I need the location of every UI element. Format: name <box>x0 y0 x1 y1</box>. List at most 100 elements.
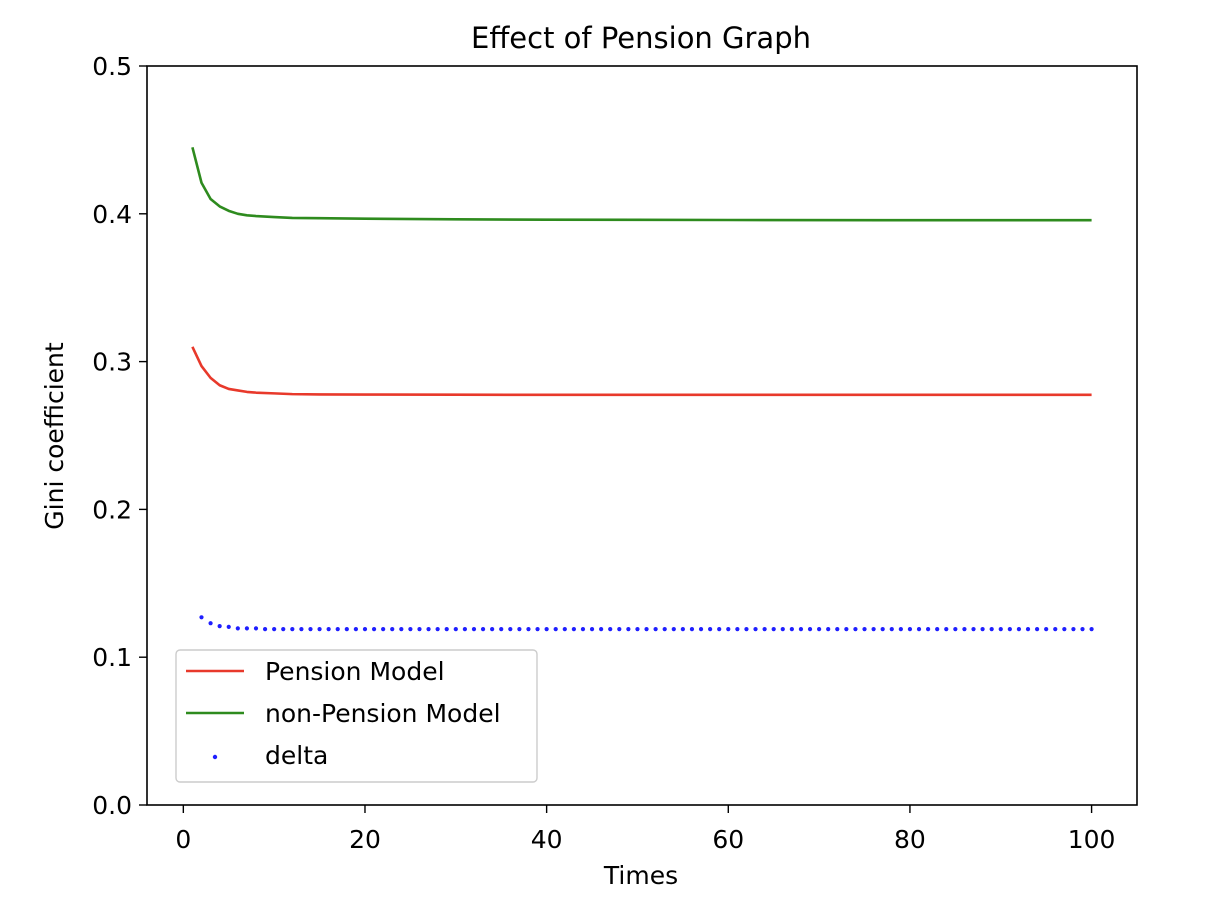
series-point-delta <box>399 627 404 632</box>
series-point-delta <box>898 627 903 632</box>
series-point-delta <box>471 627 477 632</box>
series-line-pension-model <box>191 346 1092 397</box>
chart-title: Effect of Pension Graph <box>471 21 811 55</box>
series-point-delta <box>490 627 495 632</box>
y-axis-title: Gini coefficient <box>40 342 69 530</box>
series-point-delta <box>998 627 1003 632</box>
series-point-delta <box>499 627 504 632</box>
series-point-delta <box>1053 627 1058 632</box>
series-point-delta <box>508 627 513 632</box>
plot-frame <box>146 65 1138 806</box>
series-point-delta <box>980 627 985 632</box>
series-point-delta <box>944 627 949 632</box>
series-point-delta <box>262 627 268 632</box>
series-point-delta <box>371 627 377 632</box>
series-line-non-pension-model <box>191 146 1092 222</box>
series-point-delta <box>417 627 422 632</box>
series-point-delta <box>989 627 994 632</box>
series-point-delta <box>453 627 458 632</box>
series-point-delta <box>953 627 958 632</box>
series-point-delta <box>526 627 531 632</box>
series-point-delta <box>308 627 313 632</box>
series-point-delta <box>1089 627 1094 632</box>
series-point-delta <box>544 627 549 632</box>
x-axis-title: Times <box>603 861 678 890</box>
x-tick-label: 0 <box>175 825 191 854</box>
series-point-delta <box>335 627 340 632</box>
legend-label-pension-model: Pension Model <box>265 657 445 686</box>
y-axis: 0.0 0.1 0.2 0.3 0.4 0.5 <box>92 52 147 820</box>
series-point-delta <box>1071 627 1076 632</box>
series-point-delta <box>344 627 349 632</box>
series-point-delta <box>381 627 386 632</box>
series-point-delta <box>281 627 286 632</box>
series-point-delta <box>253 626 259 631</box>
series-point-delta <box>217 624 222 629</box>
series-point-delta <box>671 627 676 632</box>
series-point-delta <box>599 627 604 632</box>
series-point-delta <box>789 627 794 632</box>
y-tick-label: 0.2 <box>92 495 132 524</box>
series-point-delta <box>1080 627 1085 632</box>
series-point-delta <box>408 627 413 632</box>
x-tick-label: 60 <box>712 825 744 854</box>
series-point-delta <box>1044 627 1049 632</box>
series-point-delta <box>871 627 876 632</box>
y-tick-label: 0.5 <box>92 52 132 81</box>
series-point-delta <box>517 627 522 632</box>
series-point-delta <box>680 627 685 632</box>
legend: Pension Model non-Pension Model delta <box>175 649 538 783</box>
series-point-delta <box>1016 627 1022 632</box>
series-point-delta <box>880 627 885 632</box>
series-point-delta <box>235 626 240 631</box>
series-point-delta <box>353 627 358 632</box>
series-point-delta <box>853 627 858 632</box>
series-point-delta <box>444 627 449 632</box>
series-point-delta <box>1007 627 1012 632</box>
series-point-delta <box>644 627 649 632</box>
series-point-delta <box>798 627 804 632</box>
legend-label-non-pension-model: non-Pension Model <box>265 699 501 728</box>
series-point-delta <box>562 627 567 632</box>
plot-area <box>191 146 1094 632</box>
y-tick-label: 0.3 <box>92 348 132 377</box>
x-axis: 0 20 40 60 80 100 <box>175 805 1115 854</box>
series-point-delta <box>826 627 831 632</box>
series-point-delta <box>762 627 767 632</box>
series-point-delta <box>1034 627 1040 632</box>
series-point-delta <box>662 627 667 632</box>
series-point-delta <box>916 627 922 632</box>
series-point-delta <box>780 627 785 632</box>
series-point-delta <box>553 627 558 632</box>
series-point-delta <box>317 627 322 632</box>
series-point-delta <box>771 627 776 632</box>
series-point-delta <box>226 624 231 630</box>
series-point-delta <box>844 627 849 632</box>
y-tick-label: 0.1 <box>92 643 132 672</box>
x-tick-label: 40 <box>531 825 563 854</box>
x-tick-label: 100 <box>1068 825 1116 854</box>
series-point-delta <box>535 627 540 632</box>
x-tick-label: 20 <box>349 825 381 854</box>
legend-box <box>175 649 538 783</box>
series-point-delta <box>480 627 486 632</box>
series-point-delta <box>1025 627 1031 632</box>
series-point-delta <box>1062 627 1067 632</box>
series-point-delta <box>971 627 976 632</box>
series-point-delta <box>362 627 368 632</box>
legend-swatch-delta <box>212 754 218 760</box>
series-point-delta <box>835 627 840 632</box>
series-point-delta <box>807 627 813 632</box>
series-point-delta <box>390 627 395 632</box>
x-tick-label: 80 <box>894 825 926 854</box>
series-point-delta <box>580 627 586 632</box>
series-point-delta <box>817 627 822 632</box>
series-point-delta <box>617 627 622 632</box>
series-point-delta <box>462 627 467 632</box>
series-point-delta <box>962 627 967 632</box>
series-point-delta <box>571 627 576 632</box>
series-point-delta <box>735 627 740 632</box>
series-point-delta <box>726 627 731 632</box>
series-point-delta <box>299 627 304 632</box>
